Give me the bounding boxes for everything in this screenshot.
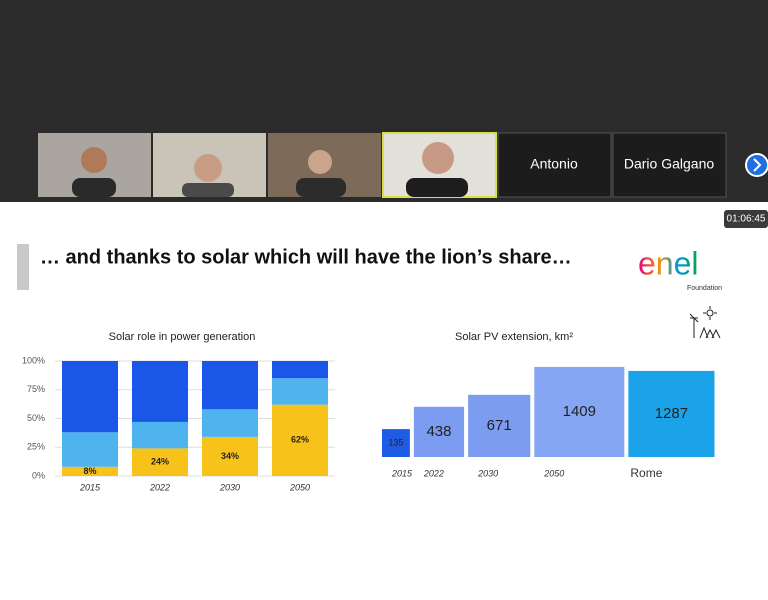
area-box <box>534 366 625 457</box>
data-label: 62% <box>291 435 309 445</box>
bar-segment <box>272 361 328 379</box>
data-label: 1287 <box>655 405 688 422</box>
area-box <box>413 406 465 457</box>
y-tick-label: 0% <box>32 470 45 480</box>
bar-segment <box>62 432 118 467</box>
bar-segment <box>132 448 188 476</box>
name-tile <box>497 132 612 198</box>
video-tile <box>382 132 497 198</box>
chart-title: Solar role in power generation <box>109 331 256 343</box>
bar-segment <box>272 404 328 476</box>
bar-segment <box>132 421 188 449</box>
participant-name: Antonio <box>530 156 578 172</box>
video-tile <box>268 133 381 197</box>
logo-subtitle: Foundation <box>687 285 722 292</box>
x-tick-label: 2050 <box>289 482 310 492</box>
bar-segment <box>202 409 258 437</box>
x-tick-label: 2030 <box>219 482 240 492</box>
area-box <box>382 429 410 457</box>
participant-name: Dario Galgano <box>624 156 714 172</box>
area-box <box>468 394 531 457</box>
area-box <box>628 370 715 457</box>
data-label: 671 <box>487 417 512 434</box>
title-accent <box>17 244 29 290</box>
data-label: 34% <box>221 451 239 461</box>
energy-icon <box>689 306 721 339</box>
bar-segment <box>62 361 118 433</box>
y-tick-label: 25% <box>27 442 45 452</box>
y-tick-label: 50% <box>27 413 45 423</box>
video-tile <box>38 133 151 197</box>
x-tick-label: Rome <box>630 466 662 480</box>
x-tick-label: 2050 <box>543 468 564 478</box>
x-tick-label: 2030 <box>477 468 498 478</box>
y-tick-label: 75% <box>27 384 45 394</box>
x-tick-label: 2022 <box>149 482 170 492</box>
data-label: 438 <box>426 423 451 440</box>
y-tick-label: 100% <box>22 355 45 365</box>
name-tile <box>612 132 727 198</box>
bar-segment <box>62 466 118 476</box>
bar-segment <box>272 378 328 405</box>
video-tile <box>153 133 266 197</box>
bar-segment <box>202 361 258 410</box>
x-tick-label: 2015 <box>79 482 101 492</box>
data-label: 8% <box>83 466 96 476</box>
bar-segment <box>202 436 258 476</box>
x-tick-label: 2022 <box>423 468 444 478</box>
data-label: 1409 <box>563 403 596 420</box>
next-button[interactable] <box>745 153 768 177</box>
timer: 01:06:45 <box>727 214 766 225</box>
data-label: 135 <box>388 437 403 447</box>
bar-segment <box>132 361 188 422</box>
data-label: 24% <box>151 457 169 467</box>
timer-badge <box>724 210 768 228</box>
logo: enel <box>638 245 699 281</box>
x-tick-label: 2015 <box>391 468 413 478</box>
chart-title: Solar PV extension, km² <box>455 331 573 343</box>
slide-title: … and thanks to solar which will have th… <box>40 246 572 268</box>
